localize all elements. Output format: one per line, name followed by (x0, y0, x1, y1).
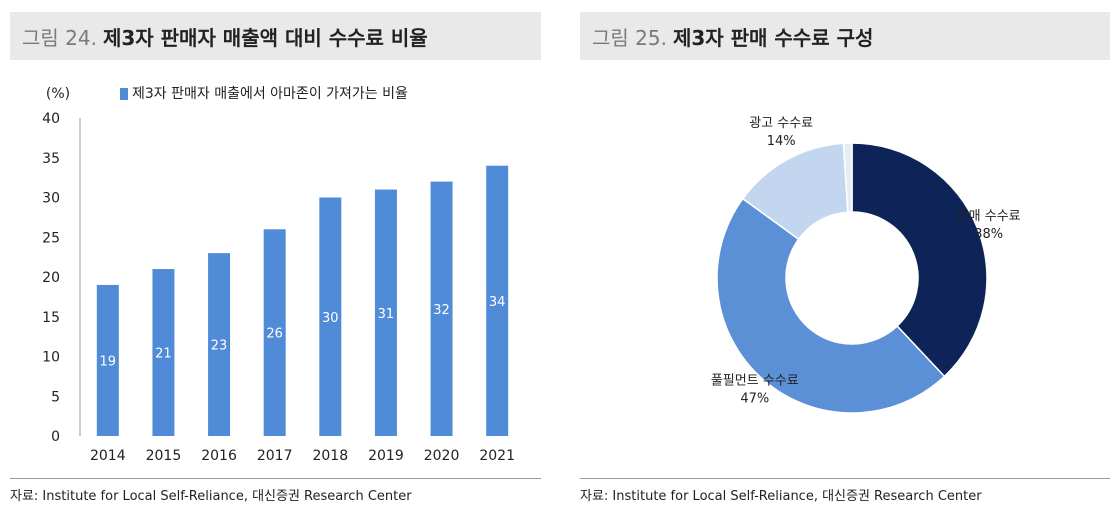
bar-chart: (%) 제3자 판매자 매출에서 아마존이 가져가는 비율 0 5 10 15 20 25… (42, 86, 515, 464)
figure-24-number: 그림 24. (22, 25, 97, 50)
y-tick-label: 15 (42, 310, 60, 326)
slice-percent-label: 47% (740, 391, 769, 406)
bar-data-label: 21 (155, 347, 172, 362)
slice-percent-label: 14% (767, 134, 796, 149)
bar (486, 165, 509, 436)
figure-25-source: 자료: Institute for Local Self-Reliance, 대… (580, 478, 1110, 504)
donut-chart: 판매 수수료 38% 풀필먼트 수수료 47% 광고 수수료 14% (711, 116, 1021, 414)
figure-25-number: 그림 25. (592, 25, 667, 50)
bar-data-label: 32 (433, 303, 450, 318)
donut-slice (851, 142, 988, 378)
y-tick-label: 25 (42, 230, 60, 246)
bar-data-label: 31 (378, 307, 395, 322)
x-tick-label: 2016 (201, 448, 237, 464)
bar-data-label: 23 (211, 339, 228, 354)
bar (430, 181, 453, 436)
bar (96, 284, 119, 436)
y-tick-label: 0 (51, 429, 60, 445)
y-axis-label: (%) (46, 86, 70, 102)
x-tick-label: 2017 (257, 448, 293, 464)
x-tick-label: 2015 (146, 448, 182, 464)
slice-label: 판매 수수료 (957, 209, 1021, 224)
x-tick-label: 2019 (368, 448, 404, 464)
y-tick-label: 30 (42, 191, 60, 207)
x-tick-label: 2018 (312, 448, 348, 464)
figure-24-source: 자료: Institute for Local Self-Reliance, 대… (10, 478, 541, 504)
y-tick-label: 10 (42, 350, 60, 366)
bar (152, 269, 175, 436)
bar-data-label: 26 (266, 327, 283, 342)
figure-25-panel: 그림 25. 제3자 판매 수수료 구성 판매 수수료 38% 풀필먼트 수수료 47… (580, 0, 1110, 506)
bar-data-label: 30 (322, 311, 339, 326)
y-tick-label: 20 (42, 270, 60, 286)
y-tick-label: 40 (42, 111, 60, 127)
x-tick-label: 2014 (90, 448, 126, 464)
bar (374, 189, 397, 436)
slice-label: 풀필먼트 수수료 (711, 373, 799, 388)
donut-slice (716, 197, 946, 414)
slice-label: 광고 수수료 (749, 116, 813, 131)
bar-data-label: 19 (100, 354, 117, 369)
bar (263, 229, 286, 436)
slice-percent-label: 38% (974, 227, 1003, 242)
figure-24-header: 그림 24. 제3자 판매자 매출액 대비 수수료 비율 (10, 12, 541, 60)
donut-slice (842, 142, 853, 213)
bar (208, 253, 231, 436)
legend-swatch (120, 88, 128, 100)
bar-data-label: 34 (489, 295, 506, 310)
figure-24-panel: 그림 24. 제3자 판매자 매출액 대비 수수료 비율 (%) 제3자 판매자… (10, 0, 541, 506)
figure-25-header: 그림 25. 제3자 판매 수수료 구성 (580, 12, 1110, 60)
y-tick-label: 5 (51, 389, 60, 405)
figure-24-title: 제3자 판매자 매출액 대비 수수료 비율 (102, 25, 428, 50)
legend-label: 제3자 판매자 매출에서 아마존이 가져가는 비율 (132, 86, 408, 102)
x-tick-label: 2021 (479, 448, 515, 464)
figure-25-title: 제3자 판매 수수료 구성 (672, 25, 874, 50)
y-tick-label: 35 (42, 151, 60, 167)
x-tick-label: 2020 (424, 448, 460, 464)
bar (319, 197, 342, 436)
